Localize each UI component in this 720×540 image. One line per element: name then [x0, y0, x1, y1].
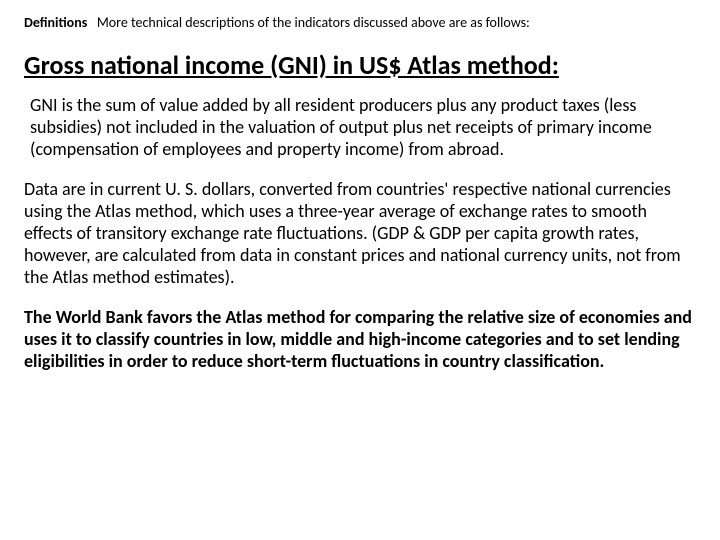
subheading-label: Definitions	[24, 14, 87, 31]
subheading: Definitions More technical descriptions …	[24, 14, 696, 32]
subheading-text: More technical descriptions of the indic…	[97, 14, 530, 31]
paragraph-1: GNI is the sum of value added by all res…	[24, 95, 696, 161]
paragraph-2: Data are in current U. S. dollars, conve…	[24, 179, 696, 289]
paragraph-3: The World Bank favors the Atlas method f…	[24, 307, 696, 373]
page-title: Gross national income (GNI) in US$ Atlas…	[24, 50, 696, 81]
